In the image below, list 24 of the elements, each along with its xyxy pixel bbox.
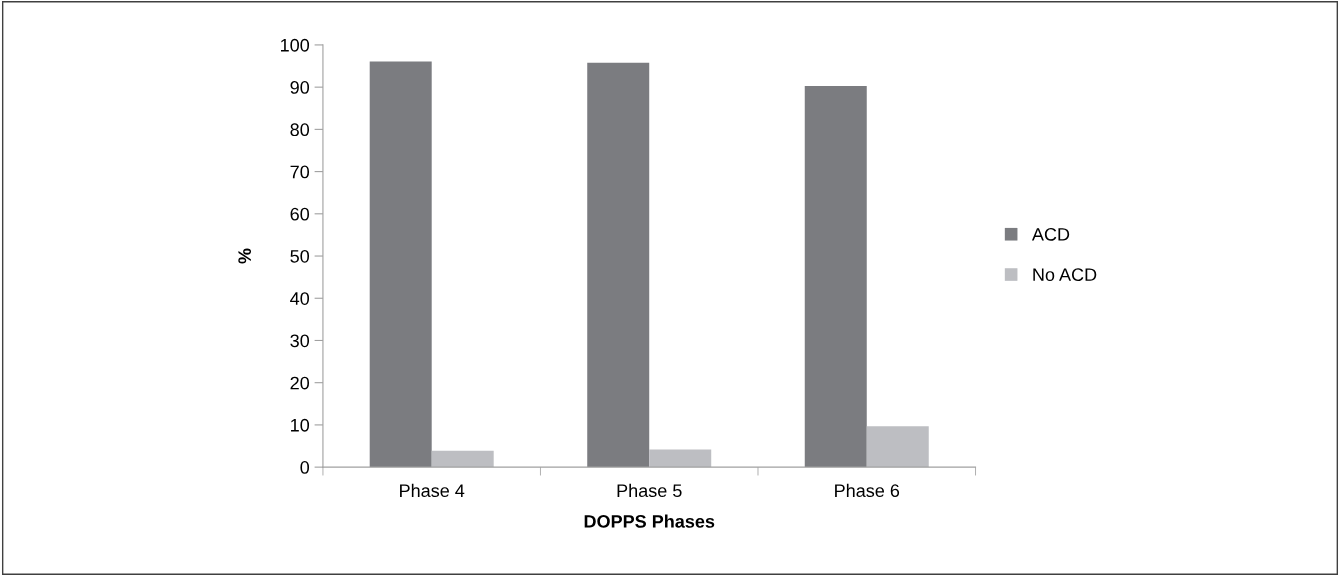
x-tick-label: Phase 6 xyxy=(835,483,900,498)
y-tick-label: 0 xyxy=(300,461,310,474)
y-tick-label: 60 xyxy=(290,207,310,221)
bar xyxy=(866,426,929,468)
legend-label: ACD xyxy=(1031,227,1070,241)
x-tick-label: Phase 5 xyxy=(617,483,682,498)
y-tick-label: 100 xyxy=(281,38,310,52)
x-axis-title: DOPPS Phases xyxy=(584,514,715,528)
bar xyxy=(804,85,867,468)
y-tick-label: 30 xyxy=(290,334,310,348)
y-tick-label: 10 xyxy=(291,418,310,432)
bar xyxy=(587,62,650,468)
bar xyxy=(369,61,432,468)
y-tick-label: 90 xyxy=(290,81,310,94)
y-tick-label: 50 xyxy=(290,249,310,263)
legend-label: No ACD xyxy=(1033,268,1097,282)
bar xyxy=(431,450,494,468)
bar xyxy=(649,449,712,468)
x-tick-label: Phase 4 xyxy=(400,483,465,498)
y-tick-label: 40 xyxy=(290,292,310,305)
y-tick-label: 70 xyxy=(290,165,310,179)
y-tick-label: 20 xyxy=(290,376,310,390)
y-tick-label: 80 xyxy=(290,123,310,137)
y-axis-title: % xyxy=(238,248,252,264)
